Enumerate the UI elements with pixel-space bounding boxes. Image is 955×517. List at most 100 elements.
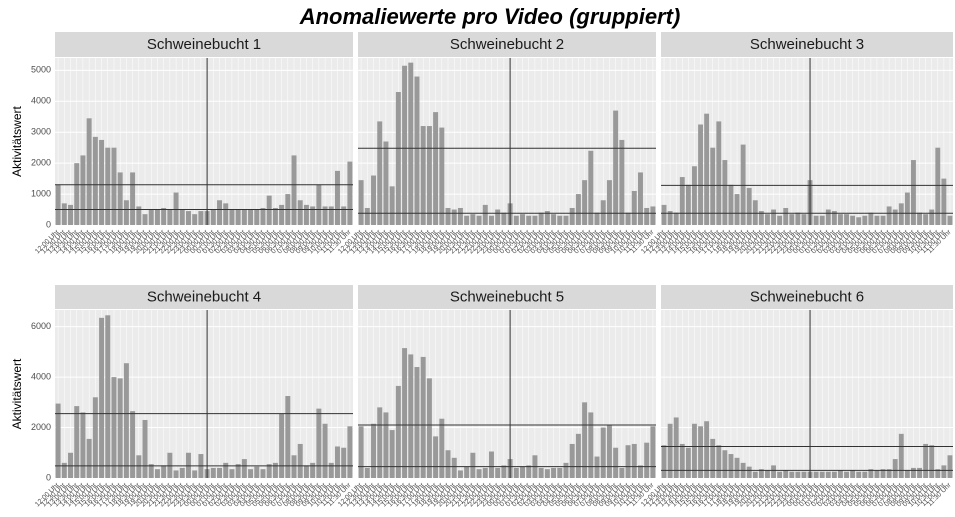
bar: [850, 215, 856, 225]
bar: [734, 194, 740, 225]
bar: [880, 215, 886, 225]
bar: [371, 423, 377, 478]
bar: [667, 211, 673, 225]
bar: [389, 186, 395, 225]
bar: [783, 207, 789, 225]
bar: [426, 126, 432, 225]
bar: [341, 206, 347, 225]
bar: [935, 147, 941, 225]
y-tick-label: 1000: [31, 188, 51, 198]
bar: [856, 471, 862, 478]
bar: [235, 464, 241, 478]
y-tick-label: 2000: [31, 158, 51, 168]
bar: [532, 215, 538, 225]
bar: [722, 450, 728, 478]
bar: [476, 469, 482, 478]
bar: [272, 462, 278, 478]
bar: [328, 462, 334, 478]
bar: [266, 195, 272, 225]
bar: [61, 203, 67, 225]
bar: [316, 408, 322, 478]
bar: [482, 204, 488, 225]
strip: [358, 285, 656, 309]
bar: [551, 467, 557, 478]
facet-title: Schweinebucht 5: [450, 288, 564, 305]
bar: [470, 214, 476, 225]
bar: [606, 425, 612, 478]
bar: [838, 470, 843, 478]
bar: [167, 209, 173, 225]
bar: [557, 215, 563, 225]
bar: [229, 469, 235, 478]
bar: [771, 209, 776, 225]
bar: [185, 452, 191, 478]
bar: [868, 469, 874, 478]
bar: [947, 455, 953, 478]
bar: [210, 209, 216, 225]
bar: [886, 206, 892, 225]
bar: [685, 447, 691, 478]
bar: [161, 465, 167, 478]
bar: [801, 471, 807, 478]
bar: [254, 209, 260, 225]
bar: [464, 466, 470, 478]
bar: [389, 430, 395, 478]
strip: [55, 32, 353, 57]
bar: [917, 212, 922, 225]
bar: [117, 378, 123, 478]
bar: [476, 215, 482, 225]
bar: [136, 206, 142, 225]
bar: [538, 467, 544, 478]
y-tick-label: 0: [46, 472, 51, 482]
bar: [825, 209, 831, 225]
bar: [310, 462, 316, 478]
bar: [538, 212, 544, 225]
bar: [650, 206, 656, 225]
bar: [710, 438, 716, 478]
bar: [130, 172, 136, 225]
bar: [99, 317, 105, 478]
bar: [185, 211, 191, 225]
bar: [420, 356, 426, 478]
facet-title: Schweinebucht 6: [750, 288, 864, 305]
bar: [644, 442, 650, 478]
bar: [285, 396, 291, 478]
bar: [464, 215, 470, 225]
bar: [395, 385, 401, 478]
bar: [613, 110, 619, 225]
bar: [551, 214, 557, 225]
bar: [123, 363, 129, 478]
bar: [451, 209, 457, 225]
bar: [55, 403, 61, 478]
bar: [74, 163, 80, 225]
bar: [223, 462, 229, 478]
bar: [777, 215, 783, 225]
bar: [445, 207, 451, 225]
bar: [111, 377, 117, 478]
y-axis-label: Aktivitätswert: [10, 105, 24, 176]
bar: [260, 207, 266, 225]
bar: [722, 160, 728, 225]
bar: [229, 209, 235, 225]
facet-title: Schweinebucht 3: [750, 36, 864, 53]
facet-title: Schweinebucht 4: [147, 288, 261, 305]
bar: [74, 406, 80, 478]
bar: [637, 172, 643, 225]
bar: [482, 467, 488, 478]
bar: [123, 200, 129, 225]
panel: [661, 310, 953, 478]
bar: [588, 412, 594, 478]
bar: [941, 465, 947, 478]
panel: [55, 310, 353, 478]
bar: [402, 348, 408, 478]
bar: [777, 471, 783, 478]
bar: [433, 112, 439, 225]
bar: [825, 471, 831, 478]
bar: [582, 180, 588, 225]
bar: [142, 214, 148, 225]
bar: [569, 207, 575, 225]
bar: [600, 427, 606, 478]
bar: [210, 467, 216, 478]
bar: [917, 467, 922, 478]
bar: [217, 467, 223, 478]
